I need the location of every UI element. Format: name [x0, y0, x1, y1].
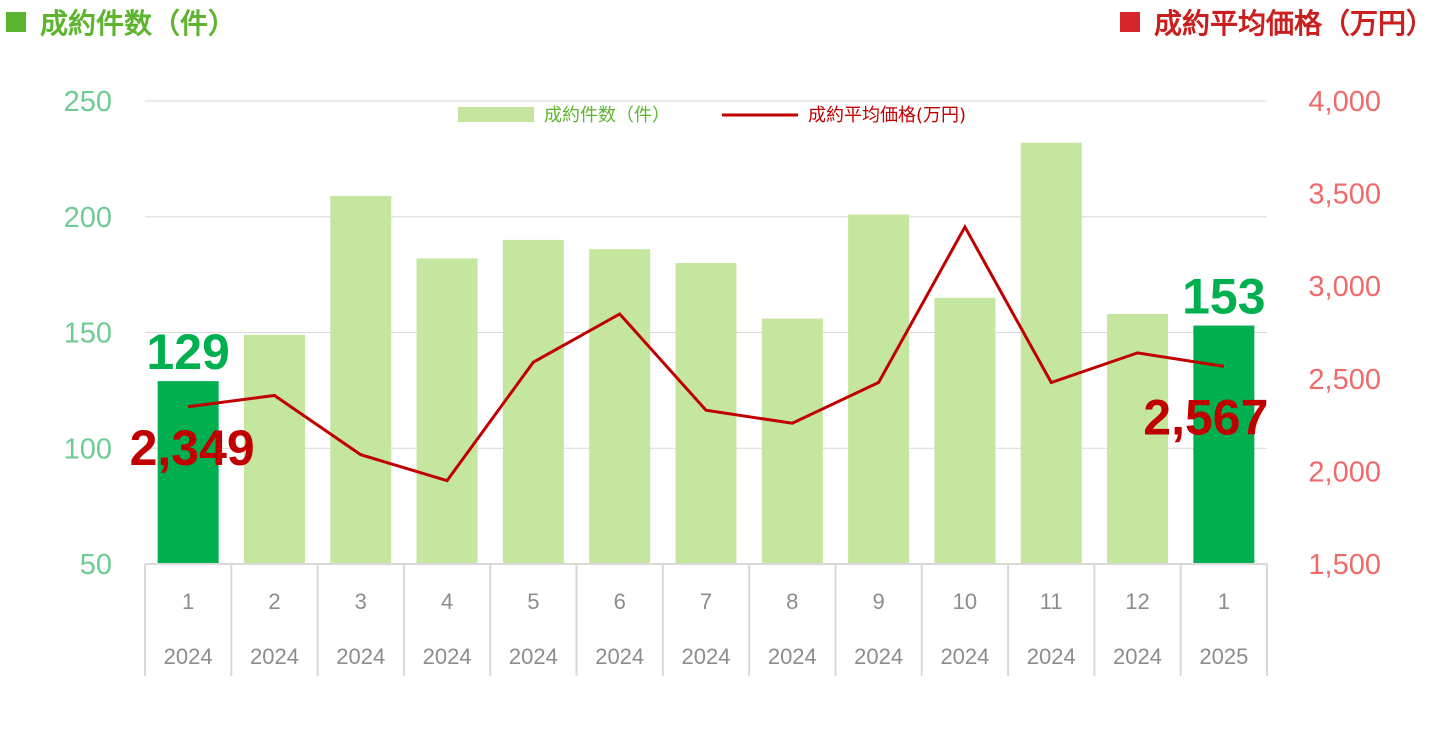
left-axis-tick-label: 200	[64, 202, 112, 234]
month-tick-label: 4	[441, 589, 453, 614]
line-data-label: 2,567	[1143, 389, 1268, 445]
right-axis-title-text: 成約平均価格（万円）	[1153, 7, 1434, 40]
month-tick-label: 10	[953, 589, 977, 614]
year-tick-label: 2024	[682, 644, 731, 669]
left-axis-tick-label: 250	[64, 86, 112, 118]
bar-data-label: 129	[146, 324, 229, 380]
year-tick-label: 2024	[768, 644, 817, 669]
month-tick-label: 1	[1218, 589, 1230, 614]
right-axis-tick-label: 4,000	[1308, 86, 1381, 118]
left-axis-title-text: 成約件数（件）	[40, 7, 237, 40]
bar	[416, 258, 478, 564]
month-tick-label: 8	[786, 589, 798, 614]
bar	[761, 318, 823, 564]
left-axis-tick-label: 100	[64, 433, 112, 465]
month-tick-label: 1	[182, 589, 194, 614]
month-tick-label: 7	[700, 589, 712, 614]
year-tick-label: 2024	[595, 644, 644, 669]
right-axis-tick-label: 2,000	[1308, 456, 1381, 488]
year-tick-label: 2025	[1199, 644, 1248, 669]
year-tick-label: 2024	[940, 644, 989, 669]
bar	[589, 249, 651, 564]
legend-bar-swatch	[458, 107, 534, 122]
year-tick-label: 2024	[1027, 644, 1076, 669]
right-axis-tick-label: 1,500	[1308, 549, 1381, 581]
bar	[243, 334, 305, 564]
right-axis-tick-label: 3,000	[1308, 271, 1381, 303]
left-axis-tick-label: 150	[64, 318, 112, 350]
right-axis-tick-label: 3,500	[1308, 179, 1381, 211]
year-tick-label: 2024	[423, 644, 472, 669]
year-tick-label: 2024	[509, 644, 558, 669]
month-tick-label: 11	[1040, 589, 1063, 614]
left-axis-title: 成約件数（件）	[6, 2, 236, 42]
year-tick-label: 2024	[336, 644, 385, 669]
right-axis-tick-label: 2,500	[1308, 364, 1381, 396]
bar	[157, 381, 219, 564]
bar	[848, 214, 910, 564]
month-tick-label: 12	[1125, 589, 1149, 614]
year-tick-label: 2024	[164, 644, 213, 669]
month-tick-label: 5	[527, 589, 539, 614]
right-axis-title: 成約平均価格（万円）	[1119, 2, 1434, 42]
year-tick-label: 2024	[854, 644, 903, 669]
bar	[502, 239, 564, 564]
bar-data-label: 153	[1182, 269, 1265, 325]
month-tick-label: 2	[268, 589, 280, 614]
bar	[1020, 142, 1082, 565]
green-square-icon	[6, 12, 26, 32]
year-tick-label: 2024	[1113, 644, 1162, 669]
month-tick-label: 3	[355, 589, 367, 614]
legend-bar-label: 成約件数（件）	[544, 105, 670, 126]
month-tick-label: 6	[614, 589, 626, 614]
left-axis-tick-label: 50	[80, 549, 112, 581]
bar	[934, 297, 996, 564]
month-tick-label: 9	[872, 589, 884, 614]
bar	[330, 195, 392, 565]
line-data-label: 2,349	[130, 420, 255, 476]
legend-line-label: 成約平均価格(万円)	[808, 105, 966, 126]
year-tick-label: 2024	[250, 644, 299, 669]
red-square-icon	[1119, 12, 1140, 32]
